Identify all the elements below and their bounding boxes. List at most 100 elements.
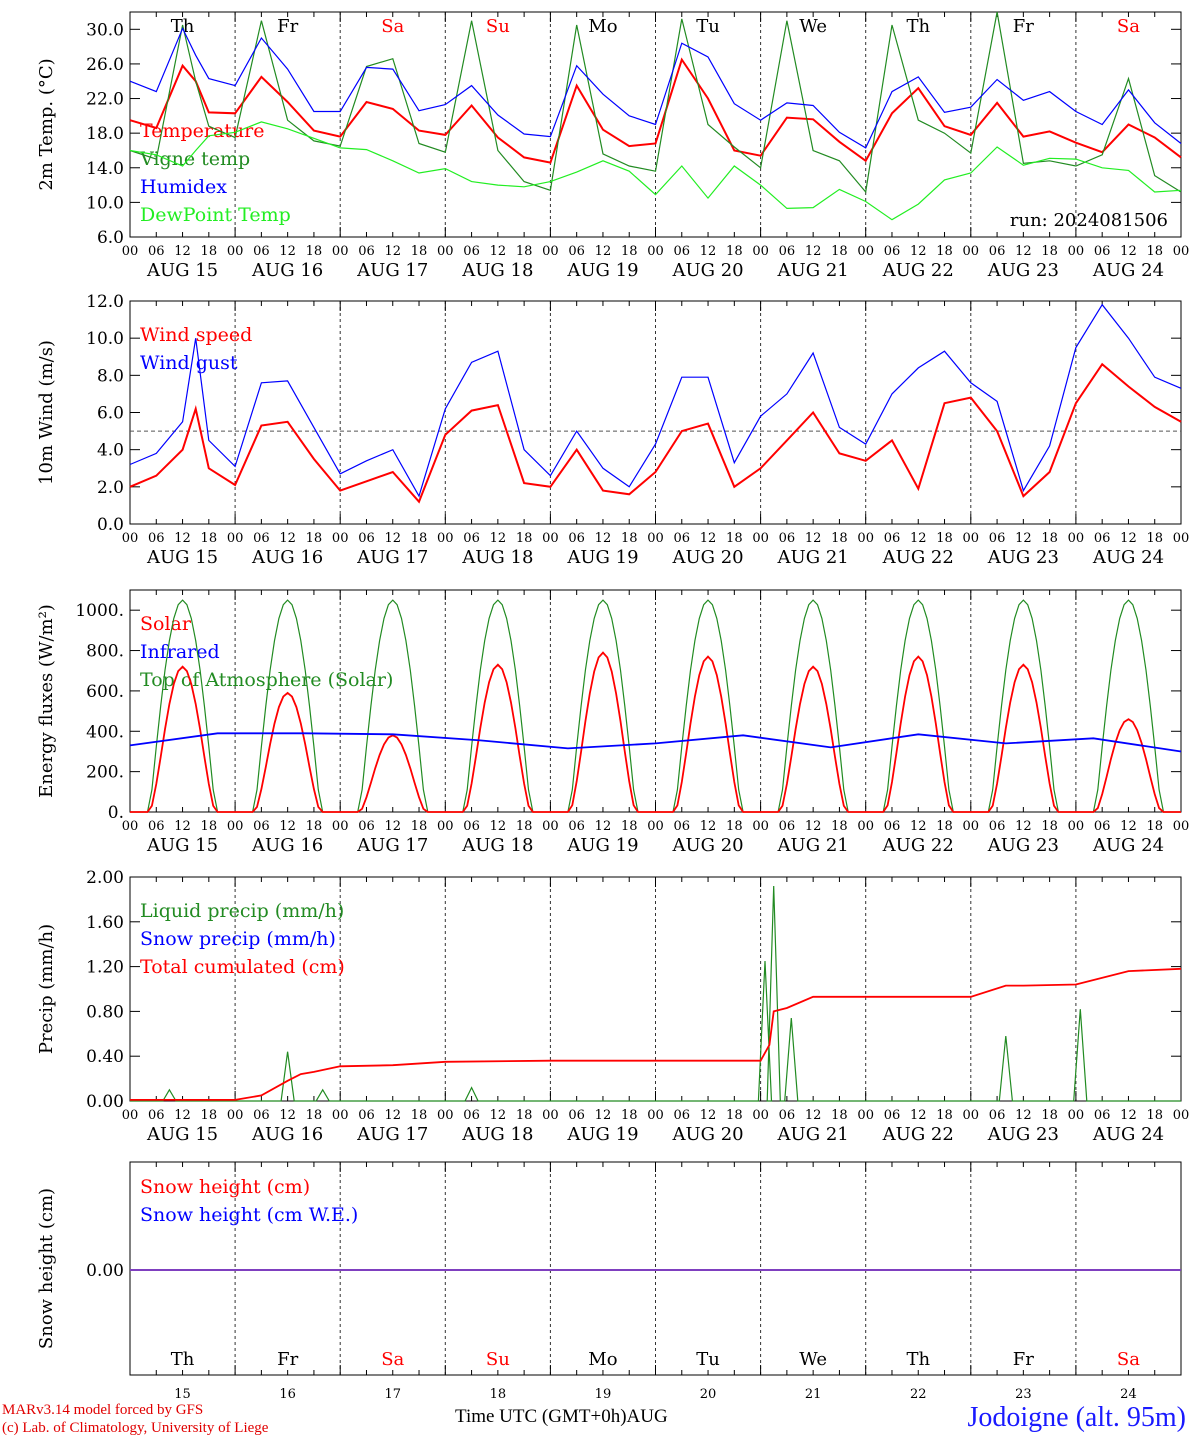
hour-label: 18 <box>516 531 533 546</box>
hour-label: 00 <box>227 819 244 834</box>
hour-label: 18 <box>306 1108 323 1123</box>
hour-label: 00 <box>1173 531 1190 546</box>
hour-label: 06 <box>568 1108 585 1123</box>
hour-label: 06 <box>148 819 165 834</box>
date-label: AUG 16 <box>251 260 323 281</box>
hour-label: 12 <box>700 1108 717 1123</box>
legend-entry: Liquid precip (mm/h) <box>140 900 344 922</box>
hour-label: 18 <box>831 531 848 546</box>
hour-label: 00 <box>227 1108 244 1123</box>
series-line-vigne-temp <box>129 11 1182 194</box>
date-label: AUG 18 <box>461 260 533 281</box>
y-tick-label: 1.60 <box>86 913 124 933</box>
y-tick-label: 600. <box>86 682 124 702</box>
day-name-top: Su <box>486 16 510 37</box>
hour-label: 18 <box>726 531 743 546</box>
date-label: AUG 21 <box>777 835 849 856</box>
date-label: AUG 17 <box>356 260 428 281</box>
hour-label: 06 <box>358 531 375 546</box>
x-axis-title: Time UTC (GMT+0h)AUG <box>455 1406 668 1427</box>
day-name-top: We <box>799 16 827 37</box>
date-label: AUG 21 <box>777 1124 849 1145</box>
day-name-bottom: Mo <box>588 1349 617 1370</box>
date-label: AUG 15 <box>146 547 218 568</box>
date-label: AUG 22 <box>882 1124 954 1145</box>
hour-label: 06 <box>1094 244 1111 259</box>
day-number: 24 <box>1120 1387 1137 1402</box>
hour-label: 06 <box>253 819 270 834</box>
hour-label: 18 <box>201 244 218 259</box>
hour-label: 06 <box>674 1108 691 1123</box>
hour-label: 06 <box>1094 531 1111 546</box>
hour-label: 12 <box>384 244 401 259</box>
hour-label: 00 <box>752 819 769 834</box>
date-label: AUG 17 <box>356 835 428 856</box>
hour-label: 18 <box>831 819 848 834</box>
legend-entry: Humidex <box>140 176 227 198</box>
hour-label: 18 <box>516 819 533 834</box>
date-label: AUG 19 <box>566 547 638 568</box>
day-name-bottom: Sa <box>1117 1349 1140 1370</box>
day-name-top: Sa <box>1117 16 1140 37</box>
legend-entry: Wind speed <box>140 324 252 346</box>
hour-label: 06 <box>779 819 796 834</box>
model-credit: MARv3.14 model forced by GFS <box>2 1402 204 1418</box>
day-name-bottom: Sa <box>381 1349 404 1370</box>
date-label: AUG 22 <box>882 547 954 568</box>
hour-label: 00 <box>437 244 454 259</box>
hour-label: 12 <box>805 531 822 546</box>
day-number: 19 <box>595 1387 612 1402</box>
hour-label: 00 <box>542 531 559 546</box>
hour-label: 18 <box>621 1108 638 1123</box>
date-label: AUG 24 <box>1092 260 1164 281</box>
y-tick-label: 14.0 <box>86 159 124 179</box>
hour-label: 18 <box>1146 531 1163 546</box>
hour-label: 18 <box>831 244 848 259</box>
hour-label: 06 <box>463 1108 480 1123</box>
hour-label: 00 <box>752 1108 769 1123</box>
hour-label: 18 <box>411 819 428 834</box>
hour-label: 12 <box>279 531 296 546</box>
hour-label: 00 <box>647 819 664 834</box>
y-tick-label: 800. <box>86 642 124 662</box>
date-label: AUG 21 <box>777 547 849 568</box>
hour-label: 06 <box>779 1108 796 1123</box>
legend-entry: Total cumulated (cm) <box>140 956 345 978</box>
day-name-bottom: We <box>799 1349 827 1370</box>
hour-label: 00 <box>227 531 244 546</box>
hour-label: 06 <box>674 244 691 259</box>
hour-label: 18 <box>201 531 218 546</box>
y-tick-label: 18.0 <box>86 124 124 144</box>
hour-label: 00 <box>963 819 980 834</box>
date-label: AUG 19 <box>566 260 638 281</box>
y-axis-label: 10m Wind (m/s) <box>36 340 57 485</box>
hour-label: 06 <box>358 819 375 834</box>
hour-label: 12 <box>700 244 717 259</box>
hour-label: 18 <box>1146 1108 1163 1123</box>
date-label: AUG 16 <box>251 1124 323 1145</box>
y-tick-label: 1000. <box>75 601 124 621</box>
hour-label: 00 <box>332 819 349 834</box>
legend-entry: Top of Atmosphere (Solar) <box>140 669 393 691</box>
hour-label: 00 <box>227 244 244 259</box>
date-label: AUG 15 <box>146 260 218 281</box>
hour-label: 00 <box>122 531 139 546</box>
hour-label: 18 <box>726 1108 743 1123</box>
hour-label: 06 <box>674 531 691 546</box>
hour-label: 00 <box>752 244 769 259</box>
hour-label: 06 <box>779 244 796 259</box>
date-label: AUG 16 <box>251 835 323 856</box>
y-tick-label: 30.0 <box>86 20 124 40</box>
hour-label: 06 <box>1094 1108 1111 1123</box>
legend-entry: DewPoint Temp <box>140 204 291 226</box>
hour-label: 00 <box>122 819 139 834</box>
hour-label: 06 <box>358 244 375 259</box>
y-tick-label: 0.00 <box>86 1261 124 1281</box>
hour-label: 18 <box>1146 819 1163 834</box>
hour-label: 12 <box>910 819 927 834</box>
hour-label: 18 <box>516 1108 533 1123</box>
hour-label: 06 <box>989 819 1006 834</box>
day-number: 20 <box>700 1387 717 1402</box>
hour-label: 06 <box>884 1108 901 1123</box>
hour-label: 18 <box>1146 244 1163 259</box>
